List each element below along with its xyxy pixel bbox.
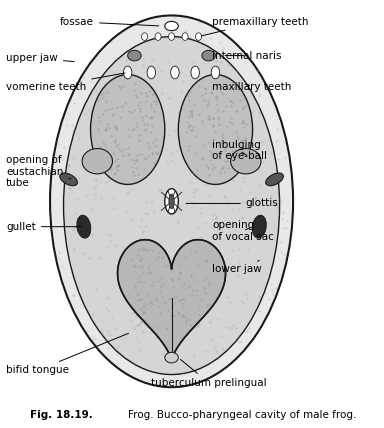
Ellipse shape: [169, 194, 174, 209]
Text: inbulging
of eye-ball: inbulging of eye-ball: [212, 140, 267, 161]
Ellipse shape: [50, 15, 293, 387]
Text: fossae: fossae: [60, 17, 159, 27]
Ellipse shape: [252, 215, 266, 238]
Ellipse shape: [169, 33, 175, 40]
Ellipse shape: [182, 33, 188, 40]
Ellipse shape: [60, 173, 78, 186]
Text: lower jaw: lower jaw: [212, 261, 262, 274]
Ellipse shape: [77, 215, 91, 238]
Ellipse shape: [165, 352, 178, 363]
Ellipse shape: [91, 74, 165, 184]
Text: Fig. 18.19.: Fig. 18.19.: [30, 410, 93, 420]
Ellipse shape: [266, 173, 283, 186]
Ellipse shape: [195, 33, 202, 40]
Text: gullet: gullet: [6, 222, 81, 232]
Text: upper jaw: upper jaw: [6, 53, 74, 62]
Ellipse shape: [165, 21, 178, 31]
Ellipse shape: [127, 51, 141, 61]
Text: vomerine teeth: vomerine teeth: [6, 73, 125, 92]
Ellipse shape: [171, 66, 179, 79]
Ellipse shape: [82, 149, 113, 174]
Text: tuberculum prelingual: tuberculum prelingual: [151, 360, 267, 388]
Ellipse shape: [142, 33, 147, 40]
Ellipse shape: [191, 66, 199, 79]
Ellipse shape: [211, 66, 220, 79]
Text: bifid tongue: bifid tongue: [6, 333, 129, 375]
Text: internal naris: internal naris: [212, 51, 281, 61]
Ellipse shape: [178, 74, 253, 184]
Text: glottis: glottis: [186, 199, 278, 208]
Ellipse shape: [231, 149, 261, 174]
Ellipse shape: [155, 33, 161, 40]
Ellipse shape: [147, 66, 156, 79]
Text: opening of
eustachian
tube: opening of eustachian tube: [6, 155, 71, 188]
Text: Frog. Bucco-pharyngeal cavity of male frog.: Frog. Bucco-pharyngeal cavity of male fr…: [127, 410, 356, 420]
Polygon shape: [118, 240, 225, 362]
Text: maxillary teeth: maxillary teeth: [212, 82, 291, 92]
Ellipse shape: [123, 66, 132, 79]
Ellipse shape: [202, 51, 215, 61]
Ellipse shape: [165, 189, 178, 214]
Text: opening
of vocal sac: opening of vocal sac: [212, 220, 274, 242]
Ellipse shape: [63, 36, 280, 374]
Text: premaxillary teeth: premaxillary teeth: [201, 17, 309, 36]
